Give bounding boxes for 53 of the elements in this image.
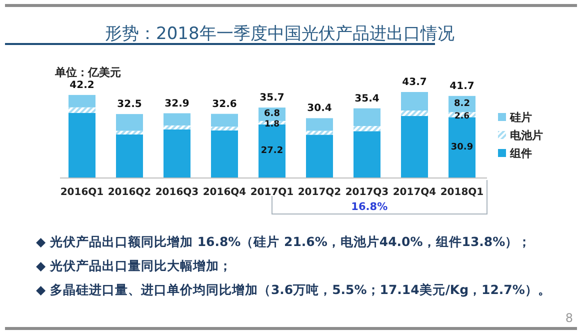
- x-tick-label: 2017Q2: [298, 187, 342, 198]
- bar: [401, 116, 428, 178]
- bar: [116, 114, 143, 131]
- chart-title: 形势：2018年一季度中国光伏产品进出口情况: [105, 24, 454, 44]
- bar: [211, 114, 238, 127]
- bar: [68, 107, 96, 113]
- bar: [354, 131, 380, 178]
- text: ◆ 多晶硅进口量、进口单价均同比增加（3.6万吨，5.5%；17.14美元/Kg，12.7%）。: [36, 282, 551, 297]
- bar: [164, 113, 190, 126]
- legend-label: 硅片: [509, 111, 532, 124]
- text: 16.8%: [351, 201, 388, 213]
- x-tick-label: 2017Q1: [250, 187, 294, 198]
- total-label: 32.9: [164, 98, 190, 110]
- total-label: 35.4: [354, 93, 380, 104]
- y-axis-title: 单位：亿美元: [54, 66, 121, 79]
- x-tick-label: 2018Q1: [440, 187, 484, 198]
- data-label: 8.2: [454, 99, 470, 110]
- legend-label: 组件: [509, 147, 532, 160]
- total-label: 42.2: [70, 80, 94, 91]
- bar: [164, 129, 190, 178]
- data-label: 30.9: [450, 142, 474, 153]
- x-tick-label: 2017Q4: [392, 187, 436, 198]
- bar: [306, 134, 333, 178]
- bar: [68, 112, 96, 178]
- bar: [211, 126, 238, 130]
- bar: [401, 110, 428, 116]
- x-tick-label: 2016Q4: [202, 187, 246, 198]
- text: ◆ 光伏产品出口额同比增加 16.8%（硅片 21.6%，电池片44.0%，组件13.8%）；: [36, 234, 532, 249]
- bar: [116, 130, 143, 135]
- text: ◆ 光伏产品出口量同比大幅增加；: [36, 258, 232, 273]
- data-label: 6.8: [264, 109, 280, 120]
- total-label: 32.5: [117, 99, 142, 110]
- total-label: 35.7: [260, 92, 284, 104]
- bar: [354, 126, 380, 132]
- bar: [211, 130, 238, 178]
- total-label: 41.7: [450, 80, 474, 92]
- bar: [68, 94, 96, 108]
- bar: [306, 118, 333, 131]
- text: 8: [565, 311, 573, 325]
- bar: [164, 125, 190, 130]
- total-label: 43.7: [402, 77, 427, 88]
- data-label: 27.2: [260, 146, 284, 156]
- x-tick-label: 2016Q2: [108, 187, 152, 198]
- bar: [354, 108, 380, 126]
- bar: [448, 117, 476, 178]
- x-tick-label: 2016Q3: [155, 187, 199, 198]
- total-label: 30.4: [307, 103, 332, 114]
- bar: [401, 92, 428, 110]
- x-tick-label: 2016Q1: [60, 187, 104, 198]
- total-label: 32.6: [212, 98, 237, 110]
- bar: [116, 134, 143, 178]
- x-tick-label: 2017Q3: [345, 187, 389, 198]
- legend-label: 电池片: [510, 129, 543, 142]
